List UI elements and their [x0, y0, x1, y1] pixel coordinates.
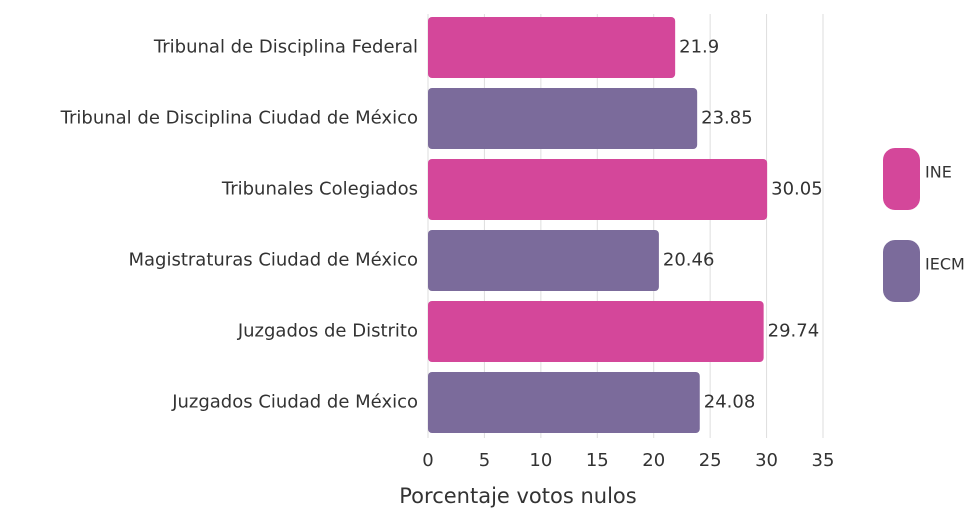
legend-swatch	[883, 148, 920, 210]
y-tick-label: Magistraturas Ciudad de México	[128, 250, 418, 271]
y-tick-label: Tribunal de Disciplina Federal	[153, 37, 418, 58]
x-tick-label: 5	[479, 450, 490, 471]
data-label: 21.9	[679, 37, 719, 58]
bar	[428, 372, 700, 433]
bar	[428, 301, 764, 362]
y-tick-label: Tribunales Colegiados	[221, 179, 418, 200]
y-tick-label: Juzgados Ciudad de México	[171, 392, 418, 413]
x-tick-label: 30	[755, 450, 778, 471]
data-label: 23.85	[701, 108, 753, 129]
x-tick-label: 25	[699, 450, 722, 471]
bar	[428, 159, 768, 220]
data-label: 29.74	[768, 321, 820, 342]
data-label: 24.08	[704, 392, 756, 413]
x-tick-label: 20	[642, 450, 665, 471]
legend-label: INE	[925, 163, 952, 182]
data-label: 30.05	[771, 179, 823, 200]
legend-swatch	[883, 240, 920, 302]
bar	[428, 88, 698, 149]
legend-label: IECM	[925, 255, 965, 274]
x-tick-label: 10	[529, 450, 552, 471]
data-label: 20.46	[663, 250, 715, 271]
x-tick-label: 0	[422, 450, 433, 471]
x-tick-label: 15	[586, 450, 609, 471]
x-tick-label: 35	[812, 450, 835, 471]
bar	[428, 230, 659, 291]
y-tick-label: Tribunal de Disciplina Ciudad de México	[60, 108, 418, 129]
x-axis-title: Porcentaje votos nulos	[399, 484, 636, 508]
bar	[428, 17, 676, 78]
y-tick-label: Juzgados de Distrito	[237, 321, 418, 342]
